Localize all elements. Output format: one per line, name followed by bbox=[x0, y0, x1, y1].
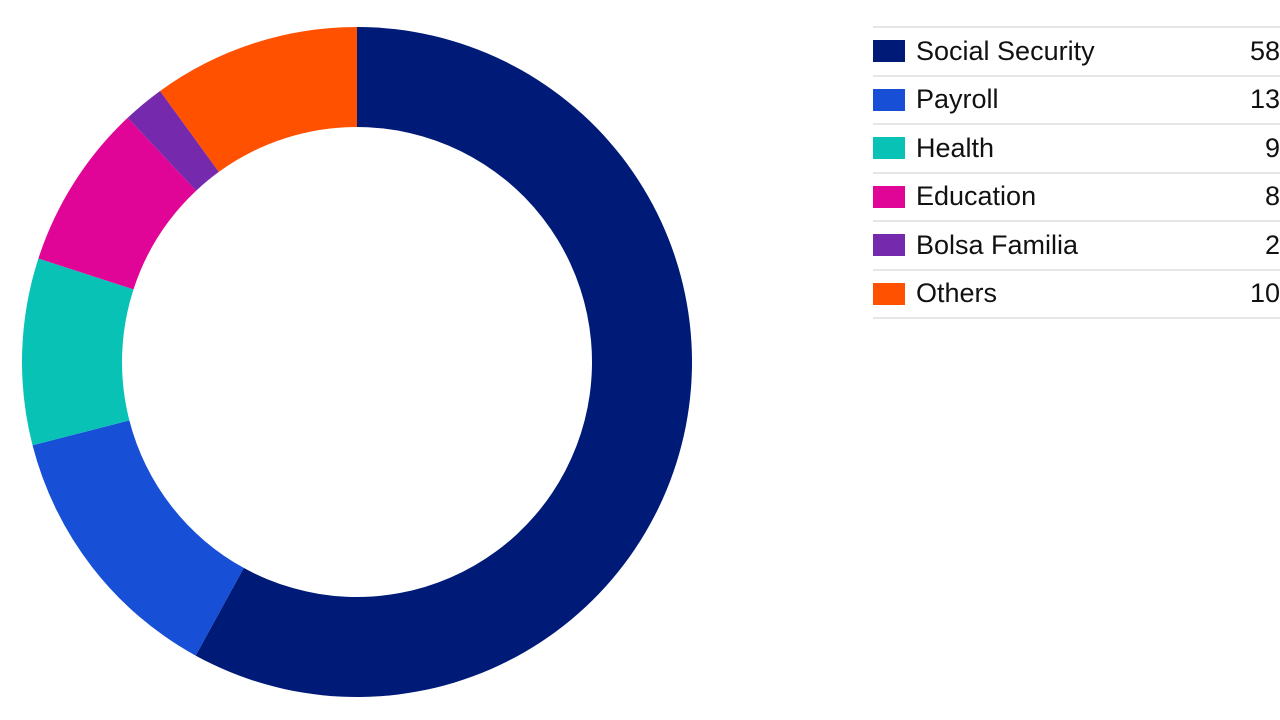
donut-slice-bolsa-familia bbox=[127, 90, 219, 191]
chart-legend: Social Security 58 Payroll 13 Health 9 Educati… bbox=[873, 26, 1280, 319]
legend-item-payroll: Payroll 13 bbox=[873, 77, 1280, 125]
donut-slice-health bbox=[22, 258, 134, 446]
legend-label: Social Security bbox=[916, 35, 1095, 66]
legend-item-bolsa-familia: Bolsa Familia 2 bbox=[873, 222, 1280, 271]
donut-slice-others bbox=[160, 27, 357, 172]
legend-value: 58 bbox=[1249, 35, 1280, 66]
legend-item-education: Education 8 bbox=[873, 174, 1280, 222]
legend-value: 10 bbox=[1249, 278, 1280, 309]
legend-swatch bbox=[873, 282, 905, 305]
legend-value: 8 bbox=[1264, 181, 1280, 212]
legend-item-others: Others 10 bbox=[873, 271, 1280, 319]
legend-item-health: Health 9 bbox=[873, 125, 1280, 174]
legend-label: Health bbox=[916, 132, 995, 163]
legend-label: Others bbox=[916, 278, 998, 309]
legend-item-social-security: Social Security 58 bbox=[873, 28, 1280, 77]
legend-label: Bolsa Familia bbox=[916, 229, 1079, 260]
donut-chart bbox=[22, 27, 692, 697]
legend-swatch bbox=[873, 137, 905, 160]
donut-slice-social-security bbox=[195, 27, 692, 697]
legend-label: Payroll bbox=[916, 84, 999, 115]
donut-slice-payroll bbox=[32, 420, 244, 656]
legend-label: Education bbox=[916, 181, 1037, 212]
legend-value: 9 bbox=[1264, 132, 1280, 163]
legend-swatch bbox=[873, 88, 905, 111]
legend-swatch bbox=[873, 234, 905, 257]
donut-slice-education bbox=[38, 117, 197, 290]
legend-value: 13 bbox=[1249, 84, 1280, 115]
legend-value: 2 bbox=[1264, 229, 1280, 260]
legend-swatch bbox=[873, 40, 905, 63]
legend-swatch bbox=[873, 185, 905, 208]
